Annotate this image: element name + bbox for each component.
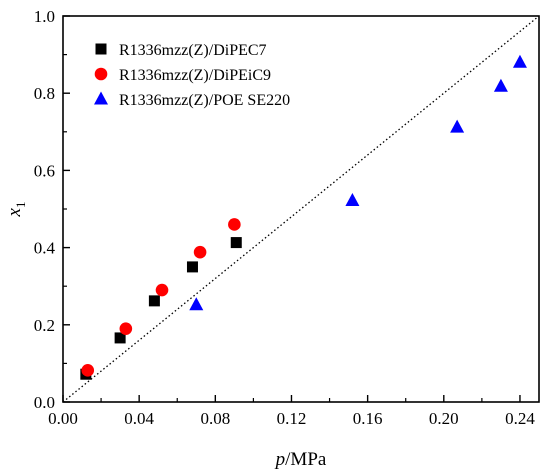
data-point-square	[148, 295, 160, 307]
y-axis-ticks: 0.0 0.2 0.4 0.6 0.8 1.0	[34, 7, 70, 412]
data-points-layer	[80, 54, 527, 380]
y-axis-title: x1	[4, 202, 28, 218]
legend-marker-circle	[94, 67, 108, 81]
data-point-triangle	[493, 78, 508, 92]
y-axis-title-var: x	[4, 207, 25, 217]
y-tick-label: 0.6	[34, 161, 55, 180]
x-tick-label: 0.08	[200, 409, 230, 428]
data-point-triangle	[345, 192, 360, 206]
x-axis-title-unit: /MPa	[285, 449, 327, 470]
data-point-circle	[119, 322, 133, 335]
x-axis-title: p/MPa	[274, 449, 327, 470]
series-2	[189, 54, 527, 311]
y-tick-label: 0.0	[34, 393, 55, 412]
data-point-circle	[193, 245, 207, 259]
legend-marker-square	[95, 43, 107, 55]
series-0	[80, 237, 242, 380]
legend-label: R1336mzz(Z)/POE SE220	[119, 92, 290, 109]
y-axis-title-subscript: 1	[13, 202, 28, 209]
y-tick-label: 1.0	[34, 7, 55, 26]
legend-marker-triangle	[94, 91, 108, 105]
data-point-triangle	[512, 54, 527, 68]
x-axis-title-var: p	[274, 449, 286, 470]
data-point-circle	[81, 364, 95, 377]
series-1	[81, 218, 241, 377]
data-point-square	[230, 237, 242, 249]
x-tick-label: 0.00	[48, 409, 78, 428]
data-point-circle	[228, 218, 241, 231]
x-tick-label: 0.16	[353, 409, 383, 428]
x-axis-ticks: 0.00 0.04 0.08 0.12 0.16 0.20 0.24	[48, 395, 535, 428]
data-point-triangle	[189, 297, 204, 311]
data-point-square	[186, 261, 198, 273]
legend: R1336mzz(Z)/DiPEC7 R1336mzz(Z)/DiPEiC9 R13…	[94, 42, 290, 109]
y-tick-label: 0.4	[34, 239, 56, 258]
x-tick-label: 0.04	[124, 409, 154, 428]
y-tick-label: 0.2	[34, 316, 55, 335]
legend-label: R1336mzz(Z)/DiPEC7	[119, 42, 267, 59]
x-tick-label: 0.20	[429, 409, 459, 428]
y-tick-label: 0.8	[34, 84, 55, 103]
data-point-circle	[155, 283, 169, 297]
x-tick-label: 0.12	[277, 409, 307, 428]
x-tick-label: 0.24	[505, 409, 535, 428]
data-point-square	[114, 332, 126, 344]
data-point-triangle	[450, 119, 465, 133]
legend-label: R1336mzz(Z)/DiPEiC9	[119, 67, 271, 84]
